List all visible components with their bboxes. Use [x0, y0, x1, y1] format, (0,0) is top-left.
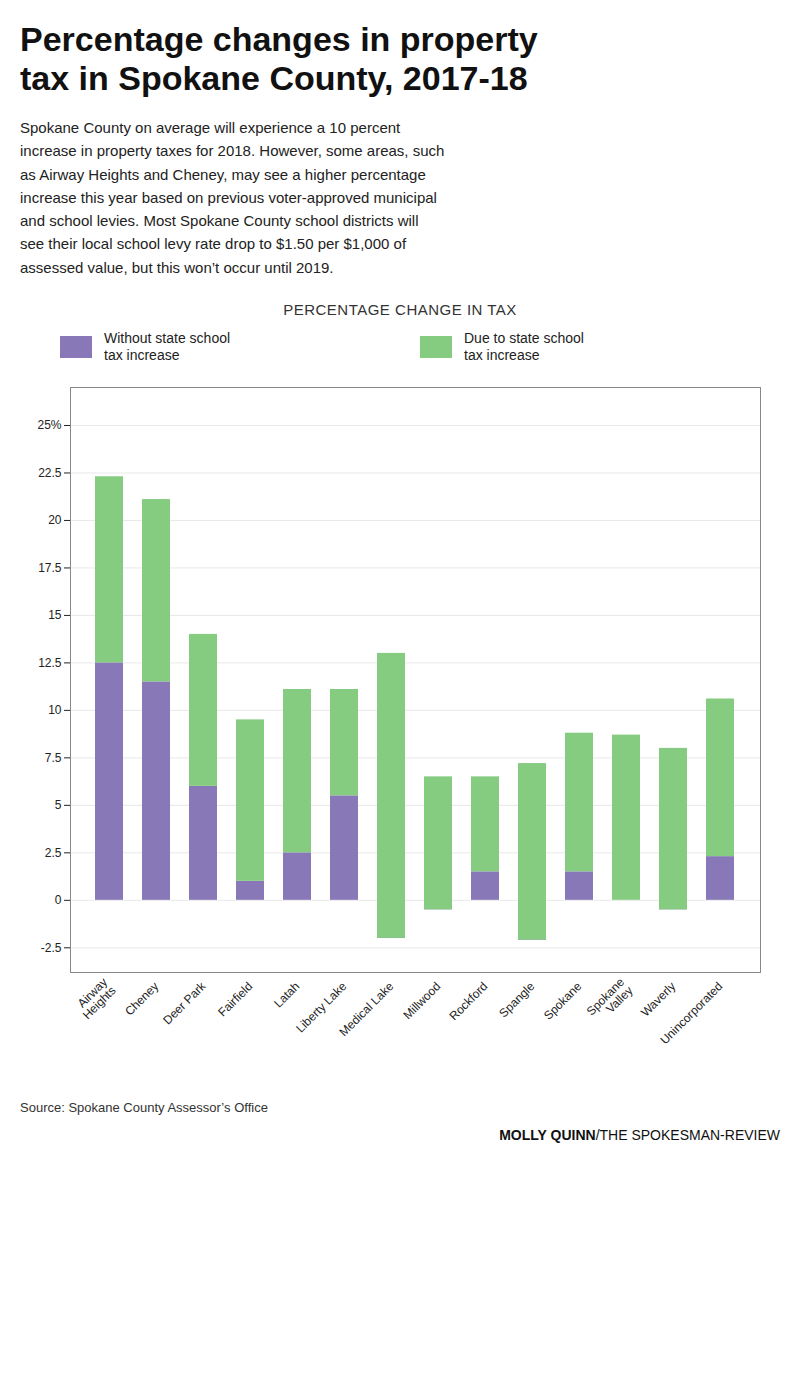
svg-text:Rockford: Rockford	[446, 979, 490, 1023]
svg-text:Deer Park: Deer Park	[160, 978, 209, 1027]
html-text:Source: Spokane County Assesso: Source: Spokane County Assessor’s Office	[20, 1099, 268, 1115]
svg-text:15: 15	[48, 608, 62, 622]
svg-text:-2.5: -2.5	[41, 940, 62, 954]
svg-text:17.5: 17.5	[38, 560, 62, 574]
svg-text:Medical Lake: Medical Lake	[336, 979, 396, 1039]
svg-text:0: 0	[55, 893, 62, 907]
html-text:MOLLY QUINN /THE SPOKESMAN-REV: MOLLY QUINN /THE SPOKESMAN-REVIEW	[499, 1126, 780, 1143]
svg-text:Latah: Latah	[271, 979, 302, 1010]
svg-text:10: 10	[48, 703, 62, 717]
svg-text:Millwood: Millwood	[400, 979, 443, 1022]
html-text:Spokane County on average will: Spokane County on average will experienc…	[20, 119, 445, 276]
svg-text:25%: 25%	[37, 418, 61, 432]
html-text:Due to state school tax increa: Due to state school tax increase	[464, 329, 584, 363]
html-text:Without state school tax incre: Without state school tax increase	[104, 329, 231, 363]
svg-text:Waverly: Waverly	[638, 979, 678, 1019]
html-text:PERCENTAGE CHANGE IN TAX: PERCENTAGE CHANGE IN TAX	[283, 300, 517, 318]
svg-text:Cheney: Cheney	[122, 979, 161, 1018]
svg-text:7.5: 7.5	[45, 750, 62, 764]
svg-text:5: 5	[55, 798, 62, 812]
svg-text:20: 20	[48, 513, 62, 527]
svg-text:Fairfield: Fairfield	[215, 979, 255, 1019]
svg-text:Liberty Lake: Liberty Lake	[293, 978, 350, 1035]
svg-text:Spangle: Spangle	[496, 979, 537, 1020]
svg-text:Spokane: Spokane	[541, 979, 585, 1023]
svg-text:Unincorporated: Unincorporated	[657, 979, 725, 1047]
svg-text:12.5: 12.5	[38, 655, 62, 669]
svg-text:2.5: 2.5	[45, 845, 62, 859]
html-text:Percentage changes in property: Percentage changes in property tax in Sp…	[20, 20, 538, 98]
svg-text:SpokaneValley: SpokaneValley	[584, 974, 636, 1026]
svg-text:AirwayHeights: AirwayHeights	[71, 975, 118, 1022]
svg-text:22.5: 22.5	[38, 465, 62, 479]
